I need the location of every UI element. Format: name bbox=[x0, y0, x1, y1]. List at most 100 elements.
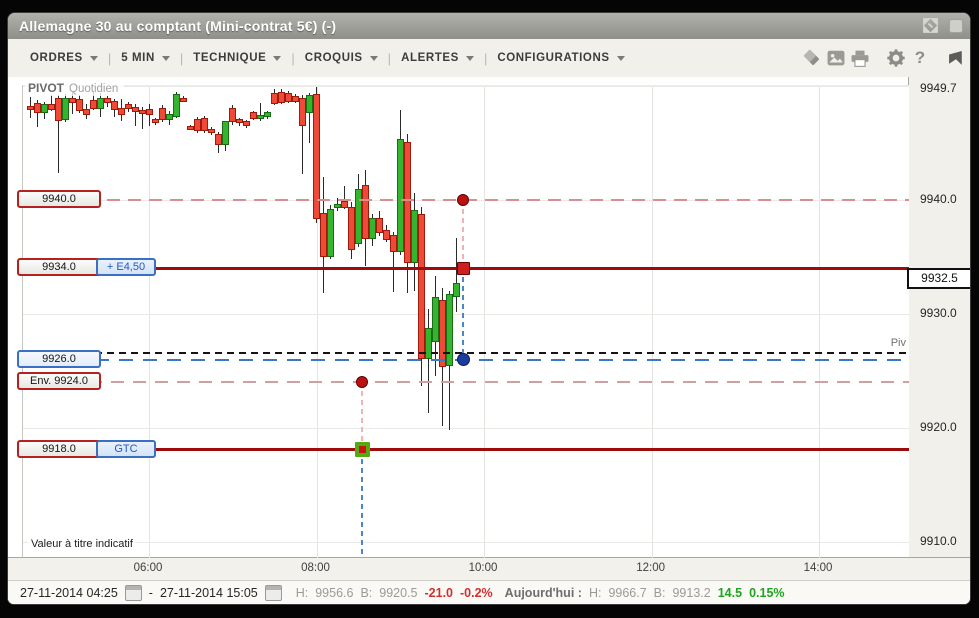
order-line-9918[interactable] bbox=[23, 448, 909, 452]
range-low-label: B: bbox=[360, 585, 373, 600]
candle-down bbox=[194, 119, 202, 132]
candle-wick bbox=[141, 106, 143, 130]
menu-separator: | bbox=[387, 50, 392, 66]
calendar-icon[interactable] bbox=[124, 584, 142, 601]
help-icon[interactable]: ? bbox=[914, 48, 926, 67]
candle-down bbox=[243, 121, 251, 126]
gridline-vertical bbox=[149, 86, 150, 558]
candle-down bbox=[159, 107, 167, 121]
plot-area[interactable] bbox=[22, 85, 909, 558]
order-label-9926.0[interactable]: 9926.0 bbox=[17, 349, 101, 368]
toolbar-icons: ? bbox=[800, 39, 968, 77]
candle-up bbox=[306, 95, 314, 114]
menu-separator: | bbox=[291, 50, 295, 66]
order-label-9918.0[interactable]: 9918.0 bbox=[17, 439, 101, 458]
menu-technique[interactable]: TECHNIQUE bbox=[187, 46, 287, 70]
range-separator: - bbox=[148, 585, 153, 600]
candle-up bbox=[424, 327, 432, 360]
toolbar: ORDRES | 5 MIN | TECHNIQUE | CROQUIS | ALERTES | C… bbox=[8, 39, 970, 78]
candle-down bbox=[347, 206, 355, 250]
pivot-line[interactable] bbox=[23, 351, 909, 354]
order-marker-circle[interactable] bbox=[457, 194, 469, 206]
candle-up bbox=[452, 283, 460, 297]
order-tag-GTC[interactable]: GTC bbox=[96, 439, 156, 458]
image-icon[interactable] bbox=[824, 47, 848, 69]
menu-bar: ORDRES | 5 MIN | TECHNIQUE | CROQUIS | ALERTES | C… bbox=[24, 39, 631, 77]
chevron-down-icon bbox=[616, 56, 625, 61]
range-end-date: 27-11-2014 15:05 bbox=[159, 585, 258, 600]
candle-down bbox=[236, 119, 244, 124]
order-connector-line bbox=[361, 449, 363, 555]
gridline-horizontal bbox=[23, 86, 909, 87]
candle-down bbox=[187, 126, 195, 131]
candle-down bbox=[68, 97, 76, 103]
flag-icon[interactable] bbox=[944, 47, 968, 69]
candle-down bbox=[82, 108, 90, 116]
order-marker-square[interactable] bbox=[456, 261, 470, 275]
order-line-9924[interactable] bbox=[23, 381, 909, 384]
layers-icon[interactable] bbox=[800, 47, 824, 69]
candle-down bbox=[110, 100, 118, 110]
menu-separator: | bbox=[107, 50, 112, 66]
print-icon[interactable] bbox=[848, 47, 872, 69]
menu-label: 5 MIN bbox=[121, 52, 155, 64]
menu-label: ALERTES bbox=[401, 52, 459, 64]
today-low-label: B: bbox=[653, 585, 666, 600]
candle-down bbox=[138, 110, 146, 115]
menu-alertes[interactable]: ALERTES bbox=[395, 46, 480, 70]
candle-down bbox=[208, 129, 216, 134]
candle-down bbox=[382, 229, 390, 240]
candle-up bbox=[396, 138, 404, 253]
candle-down bbox=[89, 99, 97, 109]
candle-down bbox=[103, 97, 111, 103]
candle-down bbox=[438, 300, 446, 368]
candle-down bbox=[33, 103, 41, 114]
chevron-down-icon bbox=[465, 56, 474, 61]
calendar-icon[interactable] bbox=[264, 584, 282, 601]
order-marker-square[interactable] bbox=[354, 442, 370, 458]
order-marker-circle[interactable] bbox=[456, 353, 470, 367]
status-bar: 27-11-2014 04:25 - 27-11-2014 15:05 H: 9… bbox=[8, 580, 970, 604]
order-marker-circle[interactable] bbox=[356, 376, 368, 389]
candle-up bbox=[445, 293, 453, 367]
candle-down bbox=[285, 92, 293, 102]
time-axis: 06:00 08:00 10:00 12:00 14:00 bbox=[8, 557, 970, 581]
current-price-box: 9932.5 bbox=[907, 268, 970, 289]
order-label-9940.0[interactable]: 9940.0 bbox=[17, 190, 101, 208]
expand-icon[interactable] bbox=[922, 17, 939, 39]
candle-down bbox=[292, 96, 300, 102]
indicator-name: PIVOT bbox=[28, 81, 65, 95]
order-label-.9924.0[interactable]: Env. 9924.0 bbox=[17, 372, 101, 391]
order-label-9934.0[interactable]: 9934.0 bbox=[17, 258, 101, 277]
candle-down bbox=[47, 104, 55, 110]
candle-up bbox=[264, 112, 272, 117]
menu-croquis[interactable]: CROQUIS bbox=[299, 46, 384, 70]
today-high-value: 9966.7 bbox=[608, 585, 647, 600]
menu-configurations[interactable]: CONFIGURATIONS bbox=[491, 46, 630, 70]
time-axis-label: 06:00 bbox=[133, 562, 163, 574]
restore-window-icon[interactable] bbox=[947, 17, 964, 39]
menu-5-min[interactable]: 5 MIN bbox=[115, 46, 176, 70]
order-tag-E450[interactable]: + E4,50 bbox=[96, 258, 156, 277]
gear-icon[interactable] bbox=[884, 47, 908, 69]
chevron-down-icon bbox=[161, 56, 170, 61]
gridline-horizontal bbox=[23, 428, 909, 429]
candle-wick bbox=[50, 95, 52, 112]
today-change: 14.5 bbox=[717, 585, 743, 600]
title-bar[interactable]: Allemagne 30 au comptant (Mini-contrat 5… bbox=[8, 13, 970, 40]
candle-up bbox=[326, 209, 334, 257]
menu-ordres[interactable]: ORDRES bbox=[24, 46, 104, 70]
time-axis-label: 10:00 bbox=[468, 562, 498, 574]
pivot-line-label: Piv bbox=[890, 337, 906, 349]
candle-wick bbox=[134, 104, 136, 126]
today-low-value: 9913.2 bbox=[672, 585, 711, 600]
price-axis-label: 9920.0 bbox=[920, 420, 957, 434]
candle-down bbox=[75, 98, 83, 111]
time-axis-label: 08:00 bbox=[301, 562, 330, 574]
candle-down bbox=[201, 118, 209, 132]
candle-down bbox=[117, 107, 125, 116]
today-change-pct: 0.15% bbox=[749, 585, 785, 600]
time-axis-label: 12:00 bbox=[636, 562, 665, 574]
candle-down bbox=[271, 92, 279, 105]
menu-label: ORDRES bbox=[30, 52, 83, 64]
